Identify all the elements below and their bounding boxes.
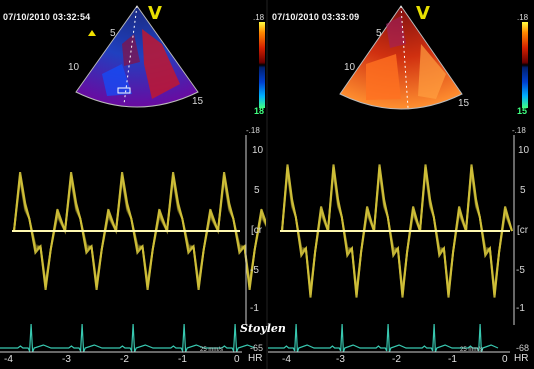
left-velocity-baseline: [cr (251, 225, 263, 236)
right-time-tick-1: -1 (448, 354, 457, 365)
right-velocity-5: 5 (520, 185, 526, 196)
left-velocity-top: -.18 (246, 126, 260, 135)
right-time-tick-2: -2 (392, 354, 401, 365)
right-time-tick-3: -3 (336, 354, 345, 365)
left-depth-10: 10 (68, 62, 80, 73)
left-depth-5: 5 (110, 28, 116, 39)
right-color-sector-image (339, 5, 463, 110)
right-velocity-10: 10 (518, 145, 530, 156)
right-color-scale-bar (522, 22, 528, 108)
right-hr-label: HR (514, 353, 529, 364)
author-watermark: Stoylen (240, 322, 286, 335)
left-ventricle-marker: V (148, 3, 162, 24)
left-color-sector-image (75, 5, 199, 108)
left-velocity-minus10: -1 (250, 303, 259, 314)
right-velocity-top: -.18 (512, 126, 526, 135)
right-ecg-trace (268, 323, 510, 353)
right-sweep-speed: 25 mm/s (460, 347, 484, 353)
left-time-tick-0: 0 (234, 354, 240, 365)
right-color-scale-top: .18 (517, 13, 529, 22)
right-time-tick-0: 0 (502, 354, 508, 365)
right-depth-10: 10 (344, 62, 356, 73)
right-tissue-doppler-trace (280, 135, 515, 325)
right-timestamp: 07/10/2010 03:33:09 (272, 12, 360, 22)
left-time-tick-2: -2 (120, 354, 129, 365)
left-color-scale-bar (259, 22, 265, 108)
left-timestamp: 07/10/2010 03:32:54 (3, 12, 91, 22)
left-color-scale-bottom: 18 (254, 106, 265, 116)
doppler-envelope (13, 179, 268, 283)
left-time-tick-4: -4 (4, 354, 13, 365)
left-time-tick-3: -3 (62, 354, 71, 365)
left-velocity-10: 10 (252, 145, 264, 156)
right-ventricle-marker: V (416, 3, 430, 24)
left-ecg-trace (0, 323, 256, 354)
left-anterior-marker (88, 30, 96, 36)
left-heart-rate: -65 (250, 343, 264, 353)
right-velocity-baseline: [cr (517, 225, 529, 236)
right-velocity-minus5: -5 (516, 265, 525, 276)
left-depth-15: 15 (192, 96, 204, 107)
left-color-scale-top: .18 (253, 13, 265, 22)
left-sweep-speed: 25 mm/s (200, 347, 224, 353)
left-time-tick-1: -1 (178, 354, 187, 365)
right-color-scale-bottom: 15 (517, 106, 528, 116)
left-tissue-doppler-trace (12, 135, 268, 325)
right-doppler-panel: 07/10/2010 03:33:09 V 5 10 15 .18 15 (268, 0, 534, 369)
right-depth-15: 15 (458, 98, 470, 109)
right-heart-rate: -68 (516, 343, 530, 353)
left-hr-label: HR (248, 353, 263, 364)
doppler-envelope (281, 171, 513, 291)
right-time-tick-4: -4 (282, 354, 291, 365)
right-depth-5: 5 (376, 28, 382, 39)
left-velocity-minus5: -5 (250, 265, 259, 276)
right-velocity-minus10: -1 (516, 303, 525, 314)
left-velocity-5: 5 (254, 185, 260, 196)
panel-divider (266, 0, 269, 369)
left-doppler-panel: 07/10/2010 03:32:54 V 5 10 15 .18 18 (0, 3, 268, 365)
